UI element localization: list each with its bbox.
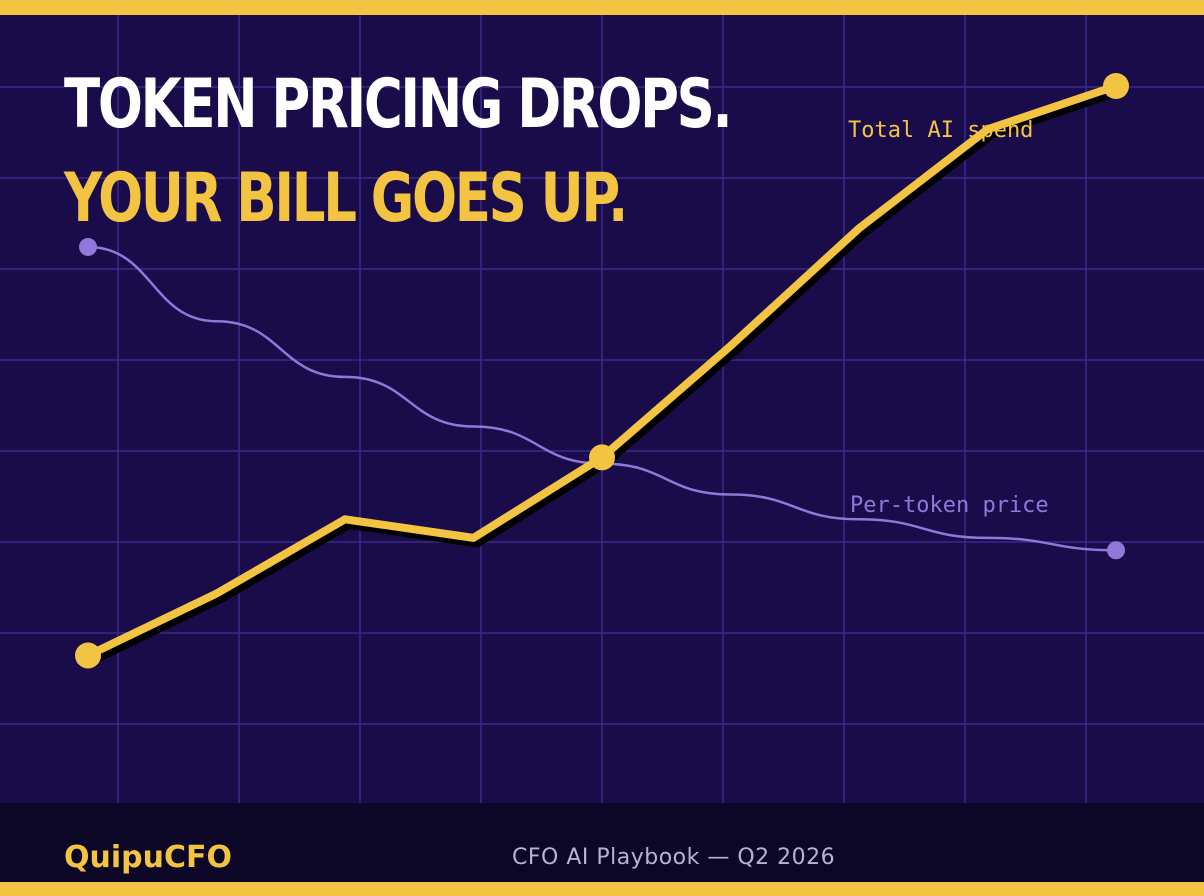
headline: TOKEN PRICING DROPS. YOUR BILL GOES UP. xyxy=(64,58,733,246)
bottom-accent-bar xyxy=(0,882,1204,896)
edition-label: CFO AI Playbook — Q2 2026 xyxy=(512,845,836,870)
line-chart: Total AI spend Per-token price xyxy=(75,73,1129,669)
total-ai-spend-point xyxy=(75,642,101,669)
series-label-per-token-price: Per-token price xyxy=(850,493,1049,518)
per-token-price-point xyxy=(79,237,97,256)
top-accent-bar xyxy=(0,0,1204,15)
series-line-per-token-price xyxy=(87,245,1117,552)
brand-logo-text: QuipuCFO xyxy=(64,840,232,875)
chart-grid xyxy=(0,15,1204,803)
series-label-total-ai-spend: Total AI spend xyxy=(848,118,1033,143)
footer-band xyxy=(0,803,1204,882)
headline-line-1: TOKEN PRICING DROPS. xyxy=(64,65,733,144)
total-ai-spend-point xyxy=(1103,73,1129,99)
per-token-price-point xyxy=(1107,541,1125,560)
total-ai-spend-point xyxy=(589,444,615,471)
headline-line-2: YOUR BILL GOES UP. xyxy=(64,159,628,238)
